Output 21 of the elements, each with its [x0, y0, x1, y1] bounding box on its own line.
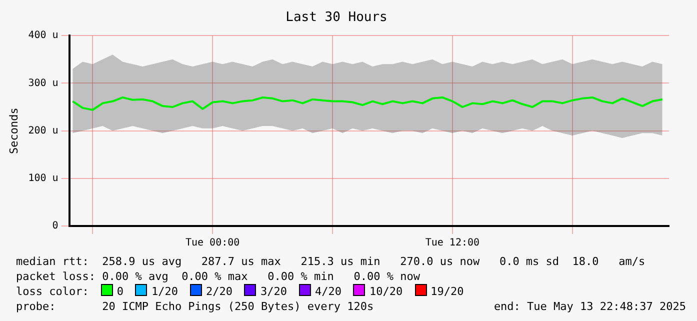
- text: loss color:: [16, 284, 89, 299]
- text: 10/20: [369, 284, 403, 299]
- text: end: Tue May 13 22:48:37 2025: [494, 299, 686, 314]
- text: 2/20: [206, 284, 232, 299]
- text: 0: [116, 284, 124, 299]
- x-tick-label: Tue 00:00: [185, 238, 240, 249]
- y-tick-label: 400 u: [28, 30, 58, 42]
- y-tick-label: 0: [52, 220, 58, 232]
- text: 4/20: [314, 284, 342, 299]
- text: 3/20: [260, 284, 287, 299]
- y-tick-label: 300 u: [28, 78, 58, 89]
- text: 1/20: [151, 284, 178, 299]
- x-tick-label: Tue 12:00: [425, 238, 480, 249]
- y-tick-label: 100 u: [28, 172, 58, 184]
- text: 19/20: [430, 284, 464, 299]
- y-axis-title: Seconds: [7, 108, 20, 154]
- text: median rtt: 258.9 us avg 287.7 us max 215.3 us min 270.0 us now 0.0 ms sd 18.0 am/s: [16, 254, 646, 269]
- text: probe: 20 ICMP Echo Pings (250 Bytes) every 120s: [16, 299, 374, 314]
- chart-title: Last 30 Hours: [286, 10, 388, 26]
- y-tick-label: 200 u: [28, 125, 58, 136]
- text: packet loss: 0.00 % avg 0.00 % max 0.00 % min 0.00 % now: [16, 269, 421, 284]
